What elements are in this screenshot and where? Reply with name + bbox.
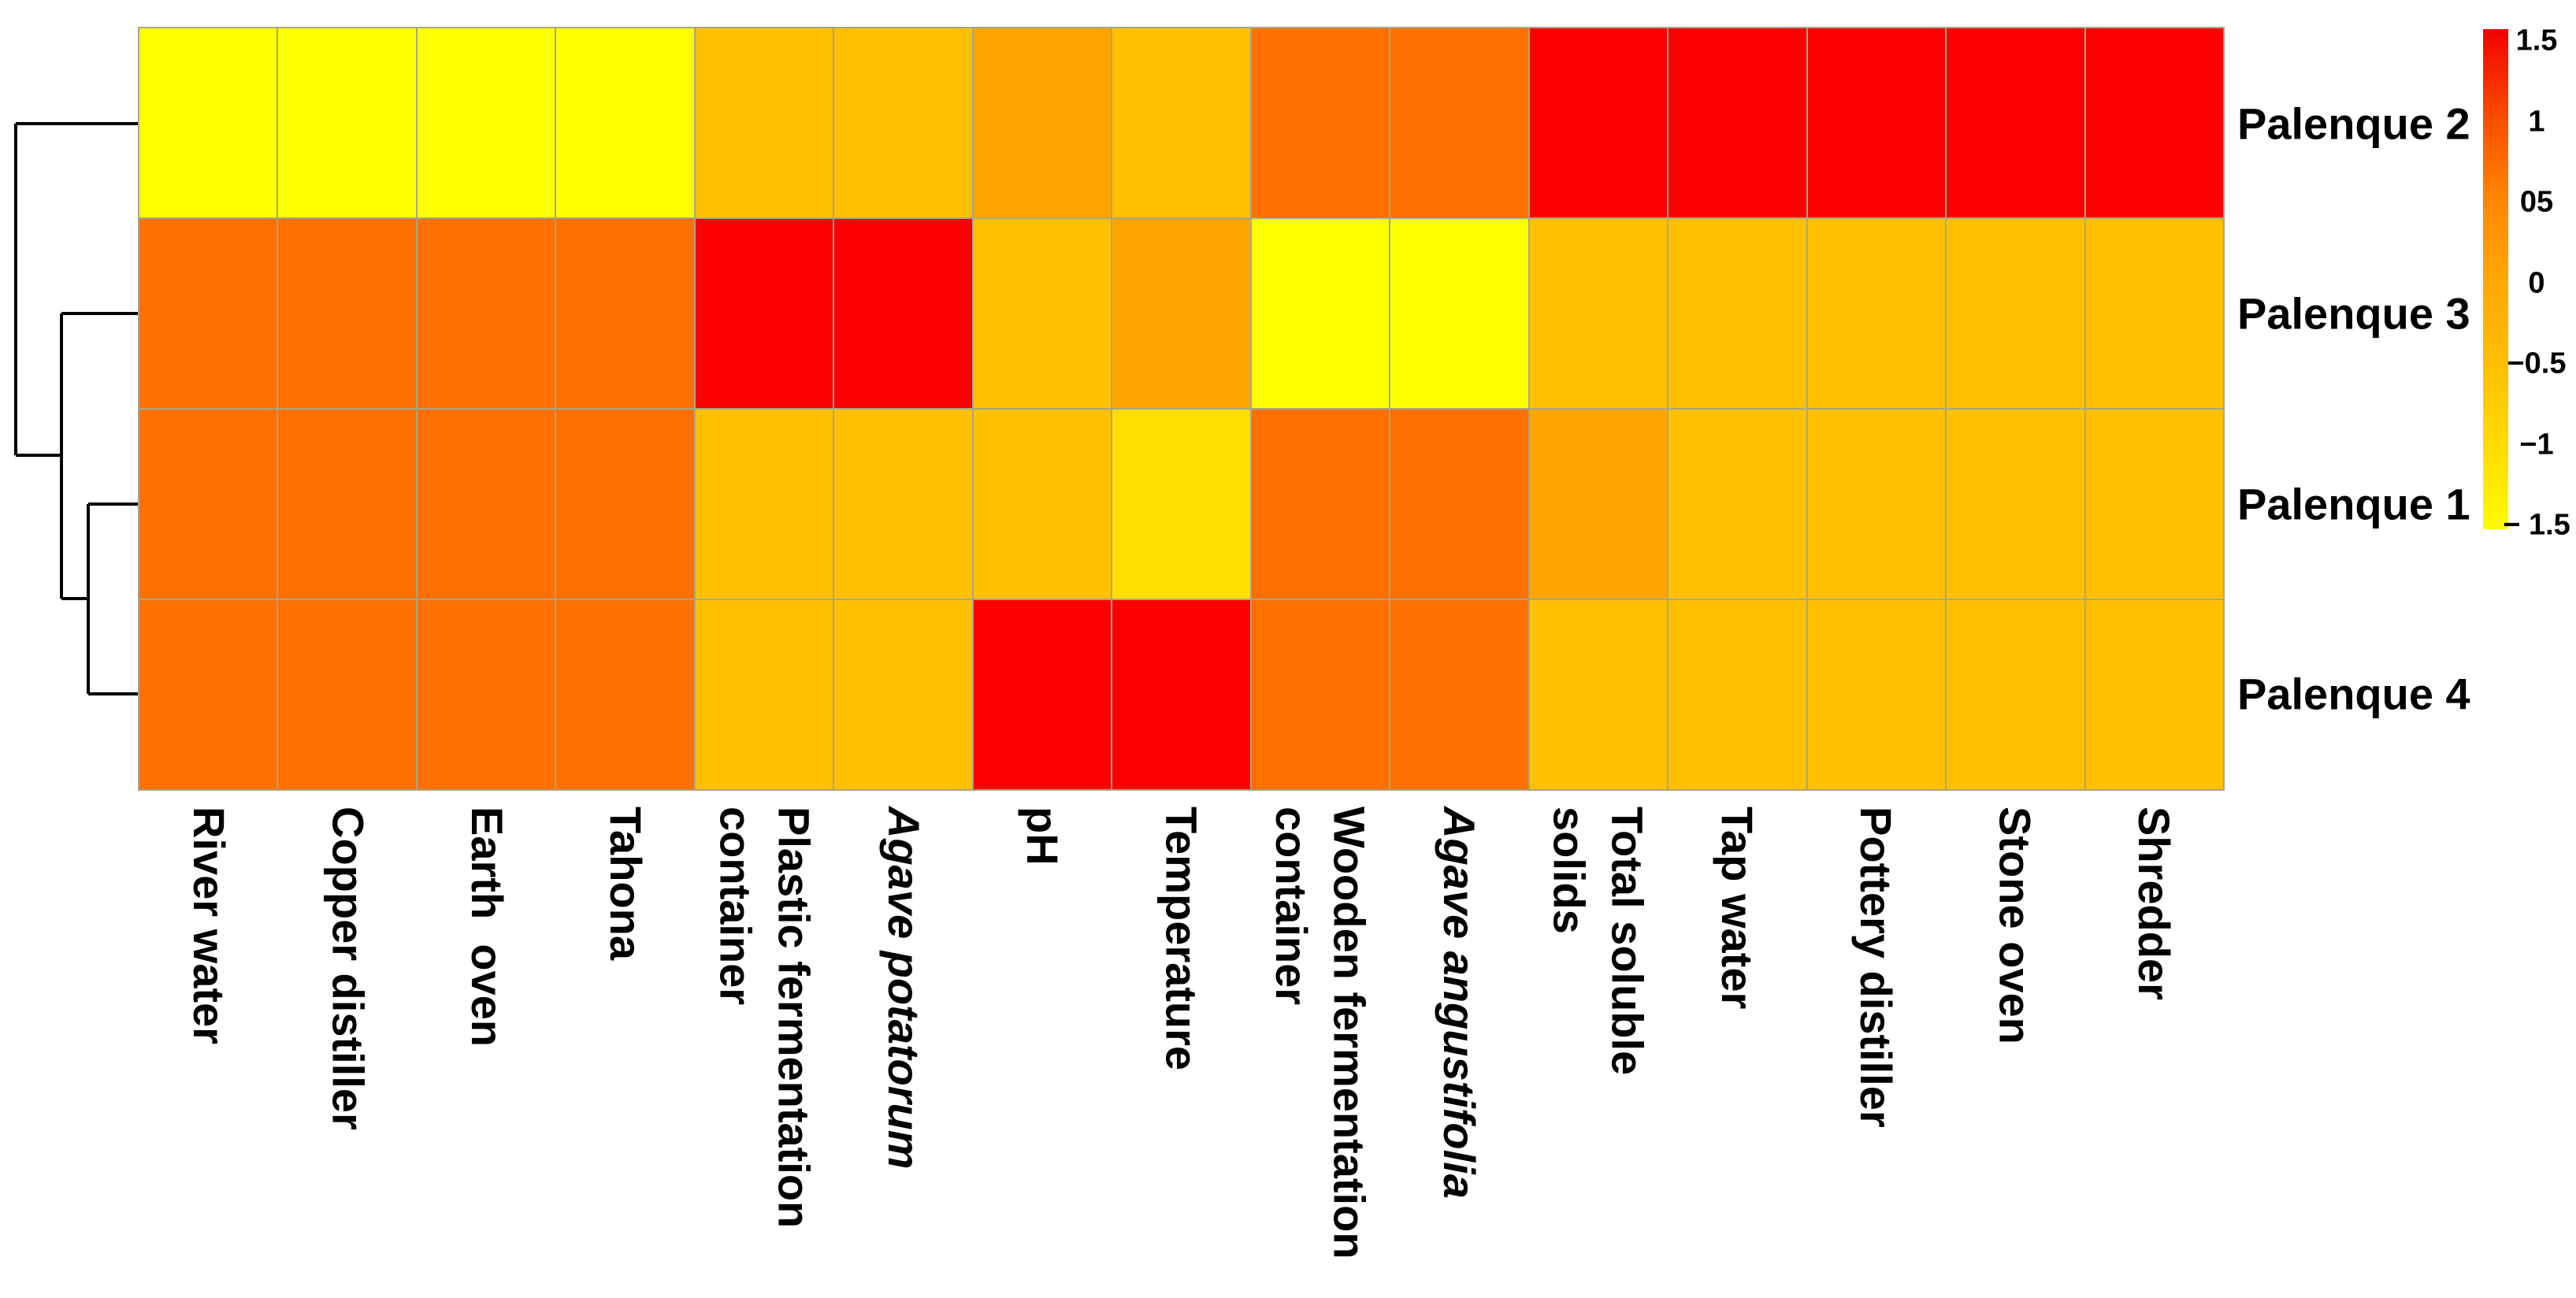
heatmap-cell: [834, 28, 972, 217]
heatmap-cell: [1529, 28, 1668, 217]
heatmap-cell: [1390, 28, 1528, 217]
heatmap-cell: [417, 219, 555, 408]
heatmap-cell: [278, 28, 416, 217]
heatmap-cell: [973, 219, 1112, 408]
heatmap-cell: [1390, 410, 1528, 599]
heatmap-cell: [2085, 600, 2223, 789]
heatmap-cell: [973, 410, 1112, 599]
column-label: Plastic fermentation container: [711, 807, 819, 1229]
heatmap-cell: [556, 600, 694, 789]
heatmap-cell: [2085, 219, 2223, 408]
heatmap-grid: [138, 27, 2225, 791]
column-label: Shredder: [2129, 807, 2179, 1000]
heatmap-cell: [973, 28, 1112, 217]
column-label: Total soluble solids: [1544, 807, 1653, 1076]
column-label: River water: [184, 807, 235, 1044]
heatmap-cell: [1390, 600, 1528, 789]
legend-tick-label: 0: [2528, 266, 2545, 299]
column-label: Wooden fermentation container: [1266, 807, 1375, 1259]
heatmap-cell: [1668, 28, 1806, 217]
heatmap-cell: [2085, 28, 2223, 217]
column-label: Tahona: [601, 807, 651, 960]
column-label: Agave potatorum: [878, 807, 929, 1170]
heatmap-cell: [1529, 219, 1668, 408]
legend-tick-label: 1.5: [2515, 24, 2558, 57]
column-label: Agave angustifolia: [1435, 807, 1485, 1199]
heatmap-cell: [1112, 600, 1250, 789]
legend-tick-label: 05: [2519, 185, 2554, 219]
heatmap-cell: [1529, 410, 1668, 599]
row-label: Palenque 4: [2237, 669, 2470, 719]
heatmap-cell: [834, 600, 972, 789]
legend-tick-label: 1: [2528, 105, 2545, 138]
heatmap-cell: [1668, 410, 1806, 599]
heatmap-cell: [1807, 600, 1946, 789]
heatmap-cell: [1112, 28, 1250, 217]
heatmap-cell: [139, 600, 277, 789]
heatmap-cell: [1947, 410, 2084, 599]
dendrogram-branch: [61, 312, 139, 315]
heatmap-cell: [1112, 219, 1250, 408]
heatmap-cell: [556, 410, 694, 599]
heatmap-cell: [278, 219, 416, 408]
dendrogram-branch: [16, 454, 61, 457]
heatmap-cell: [1251, 28, 1390, 217]
heatmap-cell: [1947, 28, 2084, 217]
heatmap-cell: [2085, 410, 2223, 599]
heatmap-cell: [1668, 600, 1806, 789]
heatmap-cell: [417, 28, 555, 217]
heatmap-cell: [1947, 600, 2084, 789]
dendrogram-branch: [60, 313, 63, 599]
heatmap-cell: [1251, 600, 1390, 789]
legend-tick-label: − 1.5: [2503, 508, 2570, 542]
dendrogram-branch: [88, 503, 139, 506]
heatmap-cell: [556, 28, 694, 217]
heatmap-cell: [1390, 219, 1528, 408]
heatmap-cell: [1529, 600, 1668, 789]
heatmap-cell: [834, 219, 972, 408]
row-label: Palenque 3: [2237, 288, 2470, 339]
heatmap-cell: [139, 28, 277, 217]
heatmap-cell: [278, 410, 416, 599]
legend-tick-label: −0.5: [2507, 347, 2567, 380]
dendrogram-branch: [61, 597, 88, 600]
dendrogram-branch: [14, 124, 17, 455]
column-label: Temperature: [1156, 807, 1207, 1071]
heatmap-cell: [695, 219, 833, 408]
heatmap-cell: [1947, 219, 2084, 408]
heatmap-cell: [1807, 28, 1946, 217]
row-label: Palenque 2: [2237, 98, 2470, 149]
color-scale-bar: [2483, 29, 2508, 529]
heatmap-cell: [695, 600, 833, 789]
column-label: pH: [1018, 807, 1068, 866]
heatmap-cell: [1807, 219, 1946, 408]
heatmap-cell: [417, 600, 555, 789]
heatmap-cell: [278, 600, 416, 789]
heatmap-cell: [556, 219, 694, 408]
heatmap-cell: [1668, 219, 1806, 408]
column-label: Stone oven: [1990, 807, 2040, 1044]
heatmap-cell: [139, 410, 277, 599]
heatmap-cell: [1112, 410, 1250, 599]
heatmap-cell: [834, 410, 972, 599]
column-label: Pottery distiller: [1851, 807, 1902, 1128]
heatmap-cell: [695, 410, 833, 599]
column-label: Copper distiller: [323, 807, 373, 1130]
dendrogram-branch: [87, 504, 90, 694]
heatmap-cell: [973, 600, 1112, 789]
heatmap-cell: [1251, 410, 1390, 599]
column-label: Earth oven: [462, 807, 512, 1047]
row-label: Palenque 1: [2237, 479, 2470, 529]
dendrogram-branch: [88, 692, 139, 695]
heatmap-cell: [1807, 410, 1946, 599]
heatmap-cell: [695, 28, 833, 217]
heatmap-cell: [1251, 219, 1390, 408]
heatmap-cell: [139, 219, 277, 408]
heatmap-cell: [417, 410, 555, 599]
legend-tick-label: −1: [2519, 428, 2554, 461]
dendrogram-branch: [16, 122, 139, 125]
column-label: Tap water: [1712, 807, 1762, 1010]
